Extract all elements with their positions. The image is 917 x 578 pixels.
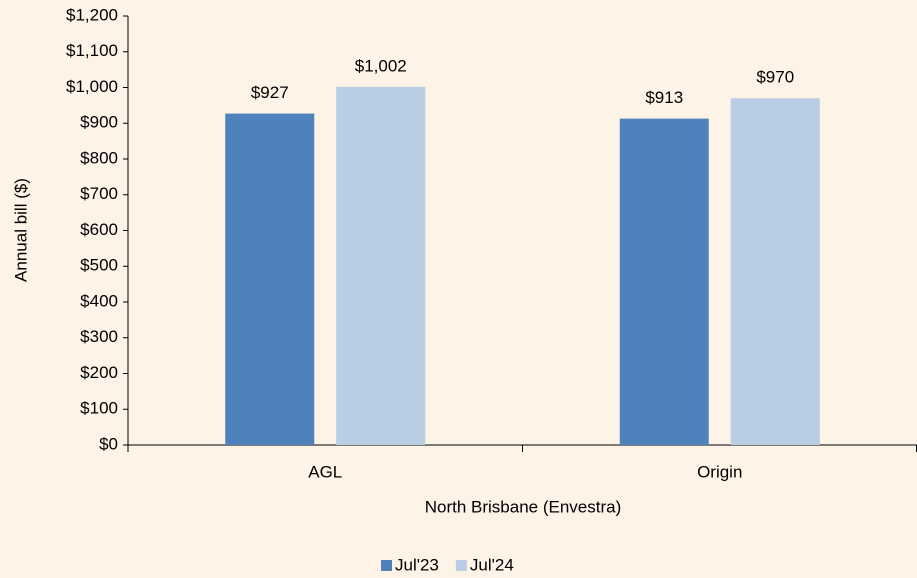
y-tick-label: $500 [80,256,118,275]
y-tick-label: $800 [80,148,118,167]
y-tick-label: $900 [80,113,118,132]
y-tick-label: $300 [80,327,118,346]
bar [225,113,315,445]
y-tick-label: $700 [80,184,118,203]
data-label: $913 [645,88,683,107]
y-tick-label: $100 [80,399,118,418]
x-tick-label: AGL [308,462,342,481]
y-tick-label: $600 [80,220,118,239]
data-label: $1,002 [355,56,407,75]
legend-label: Jul'23 [395,555,439,574]
bar [619,118,709,445]
data-label: $970 [756,68,794,87]
y-tick-label: $1,000 [66,77,118,96]
y-tick-label: $200 [80,363,118,382]
legend-label: Jul'24 [470,555,514,574]
y-tick-label: $1,100 [66,41,118,60]
y-axis-title: Annual bill ($) [11,178,30,282]
y-tick-label: $400 [80,291,118,310]
x-tick-label: Origin [697,462,742,481]
bar [336,86,426,445]
y-tick-label: $1,200 [66,5,118,24]
bar [730,98,820,445]
y-tick-label: $0 [99,434,118,453]
x-axis-title: North Brisbane (Envestra) [425,497,622,516]
legend-swatch [381,560,392,571]
legend-swatch [455,560,467,571]
data-label: $927 [251,83,289,102]
